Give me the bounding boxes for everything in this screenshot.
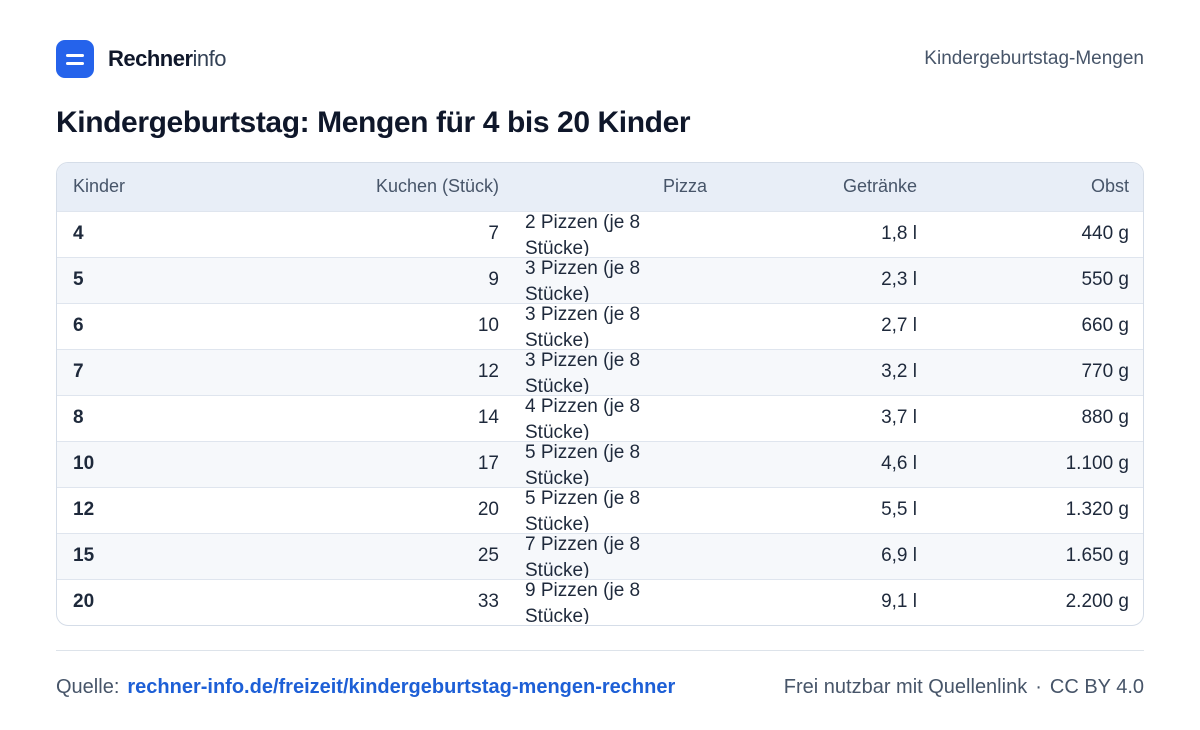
- cell-pizza: 5 Pizzen (je 8 Stücke): [515, 487, 723, 533]
- cell-pizza: 3 Pizzen (je 8 Stücke): [515, 349, 723, 395]
- cell-pizza: 3 Pizzen (je 8 Stücke): [515, 303, 723, 349]
- table-row: 4 7 2 Pizzen (je 8 Stücke) 1,8 l 440 g: [57, 211, 1143, 257]
- brand-name-strong: Rechner: [108, 46, 193, 71]
- cell-obst: 880 g: [1081, 407, 1129, 428]
- brand-name-light: info: [192, 46, 227, 71]
- footer: Quelle: rechner-info.de/freizeit/kinderge…: [56, 676, 1144, 699]
- cell-obst: 660 g: [1081, 315, 1129, 336]
- cell-kuchen: 14: [477, 407, 499, 428]
- source-label: Quelle:: [56, 676, 120, 698]
- license-note: Frei nutzbar mit Quellenlink: [783, 676, 1028, 698]
- pizza-text: 9 Pizzen (je 8 Stücke): [525, 579, 641, 624]
- cell-getraenke: 3,2 l: [881, 361, 917, 382]
- cell-getraenke: 1,8 l: [881, 223, 917, 244]
- pizza-text: 3 Pizzen (je 8 Stücke): [525, 257, 641, 302]
- pizza-text: 7 Pizzen (je 8 Stücke): [525, 533, 641, 578]
- cell-kinder: 7: [73, 361, 84, 382]
- column-header-kinder: Kinder: [73, 176, 126, 197]
- cell-getraenke: 3,7 l: [881, 407, 917, 428]
- cell-obst: 2.200 g: [1065, 591, 1129, 613]
- site-header: Rechnerinfo Kindergeburtstag-Mengen: [56, 40, 1144, 78]
- license-name: CC BY 4.0: [1049, 676, 1144, 698]
- source: Quelle: rechner-info.de/freizeit/kinderge…: [56, 676, 675, 699]
- cell-kuchen: 20: [477, 499, 499, 520]
- cell-kuchen: 9: [488, 269, 499, 290]
- cell-obst: 440 g: [1081, 223, 1129, 244]
- cell-getraenke: 2,3 l: [881, 269, 917, 290]
- cell-kinder: 5: [73, 269, 84, 290]
- quantities-table-container: Kinder Kuchen (Stück) Pizza Getränke Obs…: [56, 162, 1144, 626]
- table-row: 5 9 3 Pizzen (je 8 Stücke) 2,3 l 550 g: [57, 257, 1143, 303]
- quantities-table: Kinder Kuchen (Stück) Pizza Getränke Obs…: [57, 163, 1143, 625]
- table-row: 7 12 3 Pizzen (je 8 Stücke) 3,2 l 770 g: [57, 349, 1143, 395]
- column-header-obst: Obst: [1090, 176, 1129, 197]
- brand[interactable]: Rechnerinfo: [56, 40, 227, 78]
- table-row: 10 17 5 Pizzen (je 8 Stücke) 4,6 l 1.100 g: [57, 441, 1143, 487]
- cell-pizza: 7 Pizzen (je 8 Stücke): [515, 533, 723, 579]
- license-separator: ·: [1035, 676, 1042, 698]
- cell-pizza: 4 Pizzen (je 8 Stücke): [515, 395, 723, 441]
- cell-getraenke: 4,6 l: [881, 453, 917, 474]
- cell-kuchen: 33: [477, 591, 499, 613]
- page-title: Kindergeburtstag: Mengen für 4 bis 20 Ki…: [56, 106, 691, 139]
- license-info: Frei nutzbar mit Quellenlink · CC BY 4.0: [784, 676, 1144, 699]
- pizza-text: 5 Pizzen (je 8 Stücke): [525, 441, 641, 486]
- column-header-kuchen: Kuchen (Stück): [375, 176, 499, 197]
- column-header-getraenke: Getränke: [842, 176, 917, 197]
- pizza-text: 2 Pizzen (je 8 Stücke): [525, 211, 641, 256]
- table-row: 15 25 7 Pizzen (je 8 Stücke) 6,9 l 1.650 g: [57, 533, 1143, 579]
- cell-getraenke: 5,5 l: [881, 499, 917, 520]
- cell-getraenke: 2,7 l: [881, 315, 917, 336]
- cell-obst: 1.650 g: [1065, 545, 1129, 566]
- pizza-text: 3 Pizzen (je 8 Stücke): [525, 303, 641, 348]
- cell-pizza: 9 Pizzen (je 8 Stücke): [515, 579, 723, 625]
- table-row: 12 20 5 Pizzen (je 8 Stücke) 5,5 l 1.320 g: [57, 487, 1143, 533]
- cell-kinder: 10: [73, 453, 95, 474]
- cell-kinder: 15: [73, 545, 95, 566]
- cell-kuchen: 12: [477, 361, 499, 382]
- table-row: 8 14 4 Pizzen (je 8 Stücke) 3,7 l 880 g: [57, 395, 1143, 441]
- column-header-pizza: Pizza: [662, 176, 707, 197]
- table-body: 4 7 2 Pizzen (je 8 Stücke) 1,8 l 440 g 5 9 3 Pi…: [57, 211, 1143, 625]
- cell-getraenke: 6,9 l: [881, 545, 917, 566]
- cell-getraenke: 9,1 l: [881, 591, 917, 613]
- cell-kinder: 6: [73, 315, 84, 336]
- cell-kinder: 12: [73, 499, 95, 520]
- cell-kinder: 8: [73, 407, 84, 428]
- table-row: 6 10 3 Pizzen (je 8 Stücke) 2,7 l 660 g: [57, 303, 1143, 349]
- pizza-text: 5 Pizzen (je 8 Stücke): [525, 487, 641, 532]
- cell-kuchen: 17: [477, 453, 499, 474]
- brand-name: Rechnerinfo: [108, 46, 227, 72]
- cell-pizza: 5 Pizzen (je 8 Stücke): [515, 441, 723, 487]
- pizza-text: 3 Pizzen (je 8 Stücke): [525, 349, 641, 394]
- cell-kuchen: 25: [477, 545, 499, 566]
- cell-pizza: 2 Pizzen (je 8 Stücke): [515, 211, 723, 257]
- cell-obst: 1.100 g: [1065, 453, 1129, 474]
- cell-kinder: 4: [73, 223, 84, 244]
- table-row: 20 33 9 Pizzen (je 8 Stücke) 9,1 l 2.200 g: [57, 579, 1143, 625]
- cell-pizza: 3 Pizzen (je 8 Stücke): [515, 257, 723, 303]
- pizza-text: 4 Pizzen (je 8 Stücke): [525, 395, 641, 440]
- cell-obst: 1.320 g: [1065, 499, 1129, 520]
- cell-obst: 770 g: [1081, 361, 1129, 382]
- cell-kinder: 20: [73, 591, 95, 613]
- table-header-row: Kinder Kuchen (Stück) Pizza Getränke Obs…: [57, 163, 1143, 211]
- footer-divider: [56, 650, 1144, 651]
- section-label: Kindergeburtstag-Mengen: [924, 48, 1144, 69]
- logo-icon: [56, 40, 94, 78]
- cell-kuchen: 7: [488, 223, 499, 244]
- cell-kuchen: 10: [477, 315, 499, 336]
- cell-obst: 550 g: [1081, 269, 1129, 290]
- source-link[interactable]: rechner-info.de/freizeit/kindergeburtsta…: [127, 676, 676, 698]
